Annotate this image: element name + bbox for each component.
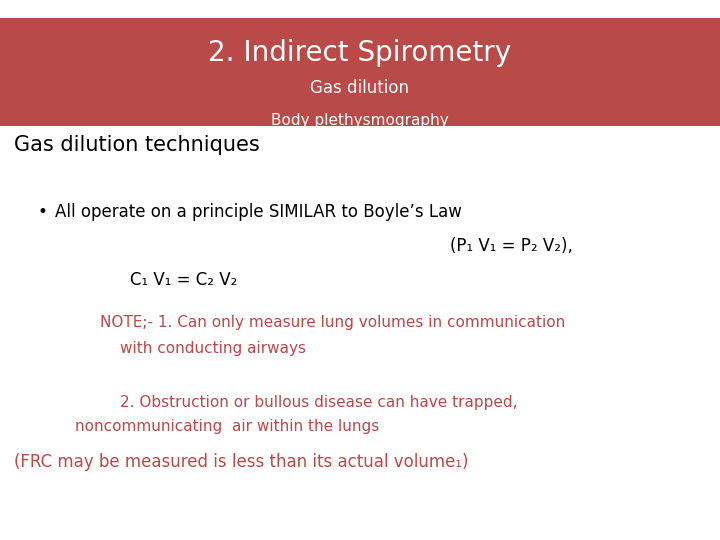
Bar bbox=[0, 18, 720, 126]
Text: (FRC may be measured is less than its actual volume₁): (FRC may be measured is less than its ac… bbox=[14, 453, 469, 471]
Text: (P₁ V₁ = P₂ V₂),: (P₁ V₁ = P₂ V₂), bbox=[450, 237, 573, 255]
Text: Body plethysmography: Body plethysmography bbox=[271, 112, 449, 127]
Text: 2. Indirect Spirometry: 2. Indirect Spirometry bbox=[208, 39, 512, 67]
Text: Gas dilution techniques: Gas dilution techniques bbox=[14, 135, 260, 155]
Text: 2. Obstruction or bullous disease can have trapped,: 2. Obstruction or bullous disease can ha… bbox=[120, 395, 518, 409]
Text: C₁ V₁ = C₂ V₂: C₁ V₁ = C₂ V₂ bbox=[130, 271, 238, 289]
Text: with conducting airways: with conducting airways bbox=[120, 341, 306, 355]
Text: Gas dilution: Gas dilution bbox=[310, 79, 410, 97]
Text: NOTE;- 1. Can only measure lung volumes in communication: NOTE;- 1. Can only measure lung volumes … bbox=[100, 315, 565, 330]
Text: noncommunicating  air within the lungs: noncommunicating air within the lungs bbox=[75, 420, 379, 435]
Text: All operate on a principle SIMILAR to Boyle’s Law: All operate on a principle SIMILAR to Bo… bbox=[55, 203, 462, 221]
Text: •: • bbox=[38, 203, 48, 221]
